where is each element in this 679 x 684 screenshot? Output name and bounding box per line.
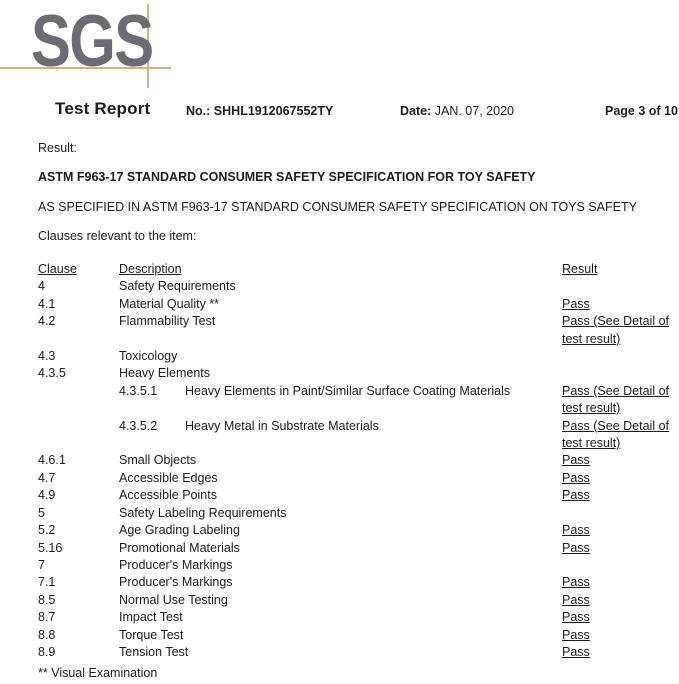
clause-result: Pass	[562, 453, 590, 468]
report-date-label: Date:	[400, 104, 432, 118]
clause-description: Heavy Metal in Substrate Materials	[185, 418, 379, 433]
clauses-table: Clause Description Result 4 Safety Requi…	[38, 261, 679, 661]
clause-description: Torque Test	[119, 627, 184, 642]
clause-result: Pass	[562, 644, 590, 659]
table-row: 4.9 Accessible Points Pass	[38, 487, 679, 504]
table-row: 8.7 Impact Test Pass	[38, 609, 679, 626]
clause-number: 5	[38, 505, 45, 520]
clause-description: Producer's Markings	[119, 575, 233, 590]
clause-result: Pass	[562, 610, 590, 625]
report-header: Test Report No.: SHHL1912067552TY Date: …	[0, 99, 679, 123]
clause-number: 4.3	[38, 349, 56, 364]
sub-clause-number: 4.3.5.1	[119, 383, 158, 398]
clause-description: Promotional Materials	[119, 540, 240, 555]
clause-result: Pass	[562, 540, 590, 555]
report-date: Date: JAN. 07, 2020	[400, 104, 514, 118]
report-number-label: No.:	[186, 104, 211, 118]
clause-description: Heavy Elements in Paint/Similar Surface …	[185, 383, 511, 398]
clause-description: Accessible Edges	[119, 470, 218, 485]
clause-number: 4.7	[38, 470, 56, 485]
clause-number: 5.16	[38, 540, 63, 555]
table-row: 5.2 Age Grading Labeling Pass	[38, 522, 679, 539]
table-row: 4.7 Accessible Edges Pass	[38, 470, 679, 487]
clause-description: Material Quality **	[119, 296, 220, 311]
clause-description: Small Objects	[119, 453, 197, 468]
clause-description: Heavy Elements	[119, 366, 211, 381]
clause-result: Pass (See Detail of test result)	[562, 383, 669, 416]
logo-crosshair-horizontal-line	[0, 67, 171, 69]
table-row: 4.6.1 Small Objects Pass	[38, 452, 679, 469]
clause-number: 7.1	[38, 575, 56, 590]
clause-number: 4	[38, 279, 45, 294]
clause-description: Producer's Markings	[119, 557, 233, 572]
header-description: Description	[119, 262, 182, 276]
result-label: Result:	[38, 141, 77, 155]
report-date-value: JAN. 07, 2020	[434, 104, 514, 118]
clause-number: 4.6.1	[38, 453, 66, 468]
clause-number: 4.9	[38, 488, 56, 503]
clause-number: 4.2	[38, 314, 56, 329]
clause-result: Pass	[562, 470, 590, 485]
table-row: 7 Producer's Markings	[38, 557, 679, 574]
clause-number: 8.5	[38, 592, 56, 607]
clauses-intro: Clauses relevant to the item:	[38, 229, 197, 243]
report-number: No.: SHHL1912067552TY	[186, 104, 333, 118]
clause-result: Pass	[562, 575, 590, 590]
clause-number: 8.7	[38, 610, 56, 625]
sub-clause-number: 4.3.5.2	[119, 418, 158, 433]
clause-number: 4.1	[38, 296, 56, 311]
table-row: 8.5 Normal Use Testing Pass	[38, 592, 679, 609]
clause-number: 4.3.5	[38, 366, 66, 381]
clause-result: Pass	[562, 296, 590, 311]
clauses-table-header: Clause Description Result	[38, 261, 679, 278]
clause-number: 8.9	[38, 644, 56, 659]
table-row: 4.1 Material Quality ** Pass	[38, 296, 679, 313]
spec-title: ASTM F963-17 STANDARD CONSUMER SAFETY SP…	[38, 170, 536, 184]
clause-result: Pass (See Detail of test result)	[562, 418, 669, 451]
report-title: Test Report	[55, 99, 151, 118]
table-row: 4.3.5 Heavy Elements	[38, 365, 679, 382]
clause-number: 5.2	[38, 523, 56, 538]
clause-description: Toxicology	[119, 349, 178, 364]
table-row: 4.3 Toxicology	[38, 348, 679, 365]
header-clause: Clause	[38, 262, 77, 276]
clause-result: Pass	[562, 488, 590, 503]
table-row: 8.9 Tension Test Pass	[38, 644, 679, 661]
clause-number: 8.8	[38, 627, 56, 642]
spec-subtitle: AS SPECIFIED IN ASTM F963-17 STANDARD CO…	[38, 200, 637, 214]
report-number-value: SHHL1912067552TY	[213, 104, 334, 118]
clause-number: 7	[38, 557, 45, 572]
clause-description: Safety Requirements	[119, 279, 236, 294]
table-row: 5 Safety Labeling Requirements	[38, 505, 679, 522]
table-row: 5.16 Promotional Materials Pass	[38, 540, 679, 557]
sgs-logo-text: SGS	[31, 0, 154, 82]
clause-description: Age Grading Labeling	[119, 523, 240, 538]
clause-description: Normal Use Testing	[119, 592, 228, 607]
clause-result: Pass	[562, 627, 590, 642]
logo-crosshair-vertical-line	[147, 4, 149, 88]
clause-description: Accessible Points	[119, 488, 217, 503]
clauses-table-body: 4 Safety Requirements 4.1 Material Quali…	[38, 278, 679, 661]
clause-description: Safety Labeling Requirements	[119, 505, 287, 520]
table-row: 8.8 Torque Test Pass	[38, 627, 679, 644]
clause-description: Tension Test	[119, 644, 189, 659]
table-row: 4.3.5.1 Heavy Elements in Paint/Similar …	[38, 383, 679, 418]
header-result: Result	[562, 262, 598, 276]
clause-description: Impact Test	[119, 610, 183, 625]
table-row: 7.1 Producer's Markings Pass	[38, 574, 679, 591]
clause-result: Pass	[562, 523, 590, 538]
page-indicator: Page 3 of 10	[605, 104, 678, 118]
table-row: 4.2 Flammability Test Pass (See Detail o…	[38, 313, 679, 348]
clause-result: Pass	[562, 592, 590, 607]
footnote: ** Visual Examination	[38, 666, 158, 680]
clause-description: Flammability Test	[119, 314, 216, 329]
sgs-logo: SGS	[0, 0, 260, 95]
table-row: 4 Safety Requirements	[38, 278, 679, 295]
table-row: 4.3.5.2 Heavy Metal in Substrate Materia…	[38, 418, 679, 453]
clause-result: Pass (See Detail of test result)	[562, 314, 669, 346]
